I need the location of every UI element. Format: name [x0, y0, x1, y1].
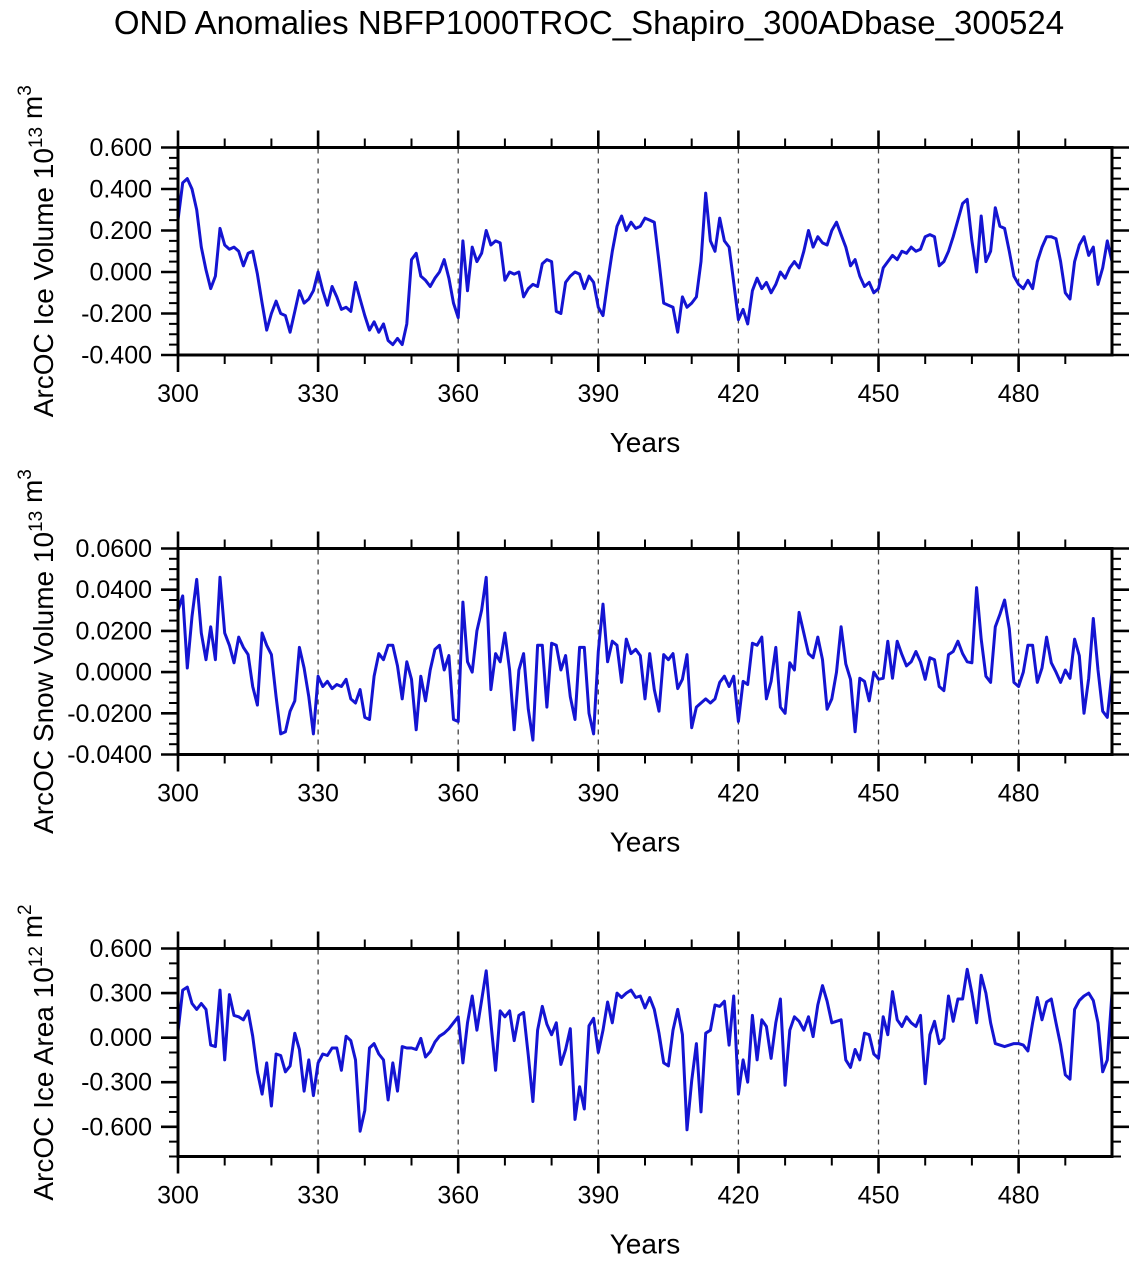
- xtick-label: 450: [858, 780, 900, 808]
- ytick-label: -0.0200: [67, 700, 152, 728]
- ytick-label: 0.000: [89, 1024, 152, 1052]
- xtick-label: 480: [998, 380, 1040, 408]
- y-axis-title: ArcOC Ice Area 1012 m2: [15, 904, 59, 1200]
- ytick-label: 0.0200: [76, 617, 152, 645]
- xtick-label: 450: [858, 1182, 900, 1210]
- xtick-label: 450: [858, 380, 900, 408]
- ytick-label: 0.600: [89, 935, 152, 963]
- y-axis-title: ArcOC Snow Volume 1013 m3: [15, 469, 59, 834]
- x-axis-title: Years: [610, 827, 681, 858]
- xtick-label: 330: [297, 780, 339, 808]
- xtick-label: 330: [297, 1182, 339, 1210]
- ytick-label: -0.400: [81, 342, 152, 370]
- ytick-label: 0.0000: [76, 659, 152, 687]
- xtick-label: 300: [157, 780, 199, 808]
- panel-snow-volume: 0.0600 0.0400 0.0200 0.0000 -0.0200 -0.040030…: [15, 469, 1129, 858]
- xtick-label: 390: [577, 1182, 619, 1210]
- x-axis-title: Years: [610, 1229, 681, 1260]
- xtick-label: 420: [718, 780, 760, 808]
- xtick-label: 360: [437, 380, 479, 408]
- xtick-label: 300: [157, 1182, 199, 1210]
- y-axis-title: ArcOC Ice Volume 1013 m3: [15, 85, 59, 417]
- ytick-label: -0.300: [81, 1069, 152, 1097]
- ytick-label: 0.000: [89, 259, 152, 287]
- ytick-label: 0.300: [89, 980, 152, 1008]
- xtick-label: 390: [577, 380, 619, 408]
- x-axis-title: Years: [610, 427, 681, 458]
- xtick-label: 420: [718, 380, 760, 408]
- ice-area-curve: [176, 967, 1114, 1133]
- ytick-label: 0.600: [89, 134, 152, 162]
- xtick-label: 420: [718, 1182, 760, 1210]
- ytick-label: -0.600: [81, 1113, 152, 1141]
- ytick-label: 0.0600: [76, 535, 152, 563]
- chart-title: OND Anomalies NBFP1000TROC_Shapiro_300AD…: [113, 4, 1065, 41]
- snow-volume-curve: [176, 575, 1114, 742]
- xtick-label: 480: [998, 1182, 1040, 1210]
- xtick-label: 360: [437, 780, 479, 808]
- xtick-label: 360: [437, 1182, 479, 1210]
- ytick-label: -0.200: [81, 300, 152, 328]
- xtick-label: 330: [297, 380, 339, 408]
- ytick-label: -0.0400: [67, 741, 152, 769]
- panel-ice-area: 0.600 0.300 0.000 -0.300 -0.600 300 330 360 390 4…: [15, 904, 1129, 1260]
- ytick-label: 0.0400: [76, 576, 152, 604]
- ice-volume-curve: [176, 177, 1114, 347]
- xtick-label: 300: [157, 380, 199, 408]
- xtick-label: 480: [998, 780, 1040, 808]
- ytick-label: 0.200: [89, 217, 152, 245]
- ytick-label: 0.400: [89, 176, 152, 204]
- xtick-label: 390: [577, 780, 619, 808]
